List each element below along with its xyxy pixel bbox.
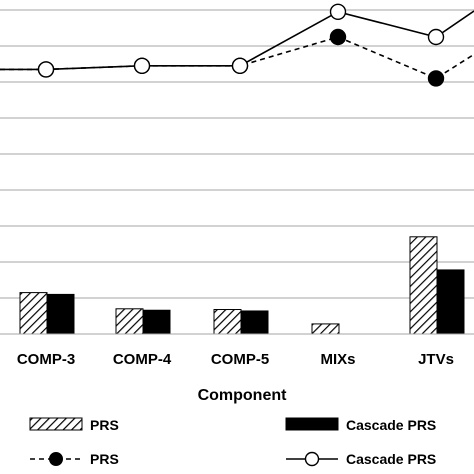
gridlines [0,9,474,299]
point-cascade-prs [329,3,347,21]
bar-prs [115,308,144,335]
x-tick-label: JTVs [418,351,454,368]
bar-cascade-prs [436,269,465,335]
point-cascade-prs [427,28,445,46]
x-tick-labels: COMP-3 COMP-4 COMP-5 MIXs JTVs [17,351,454,368]
x-tick-label: MIXs [320,351,355,368]
bar-prs [19,292,48,335]
bars [19,236,465,335]
bar-cascade-prs [240,310,269,335]
legend-label: Cascade PRS [346,451,436,467]
bar-cascade-prs [46,293,75,335]
point-cascade-prs [37,61,55,78]
legend: PRS Cascade PRS PRS Cascade PRS [29,417,436,467]
point-cascade-prs [133,57,151,75]
point-cascade-prs [231,57,249,75]
legend-marker-cascade-prs [304,451,320,467]
x-axis-title: Component [198,387,288,404]
legend-label: PRS [90,451,119,467]
point-prs [329,28,347,46]
bar-cascade-prs [142,309,171,335]
x-tick-label: COMP-5 [211,351,269,368]
bar-prs [311,323,340,335]
point-prs [427,70,445,87]
x-tick-label: COMP-3 [17,351,75,368]
lines [0,3,474,87]
bar-prs [213,309,242,335]
legend-swatch-cascade-prs-bar [285,417,339,431]
bar-prs [409,236,438,335]
x-tick-label: COMP-4 [113,351,172,368]
legend-label: PRS [90,417,119,433]
legend-marker-prs [49,452,63,466]
legend-swatch-prs-bar [29,417,83,431]
legend-label: Cascade PRS [346,417,436,433]
